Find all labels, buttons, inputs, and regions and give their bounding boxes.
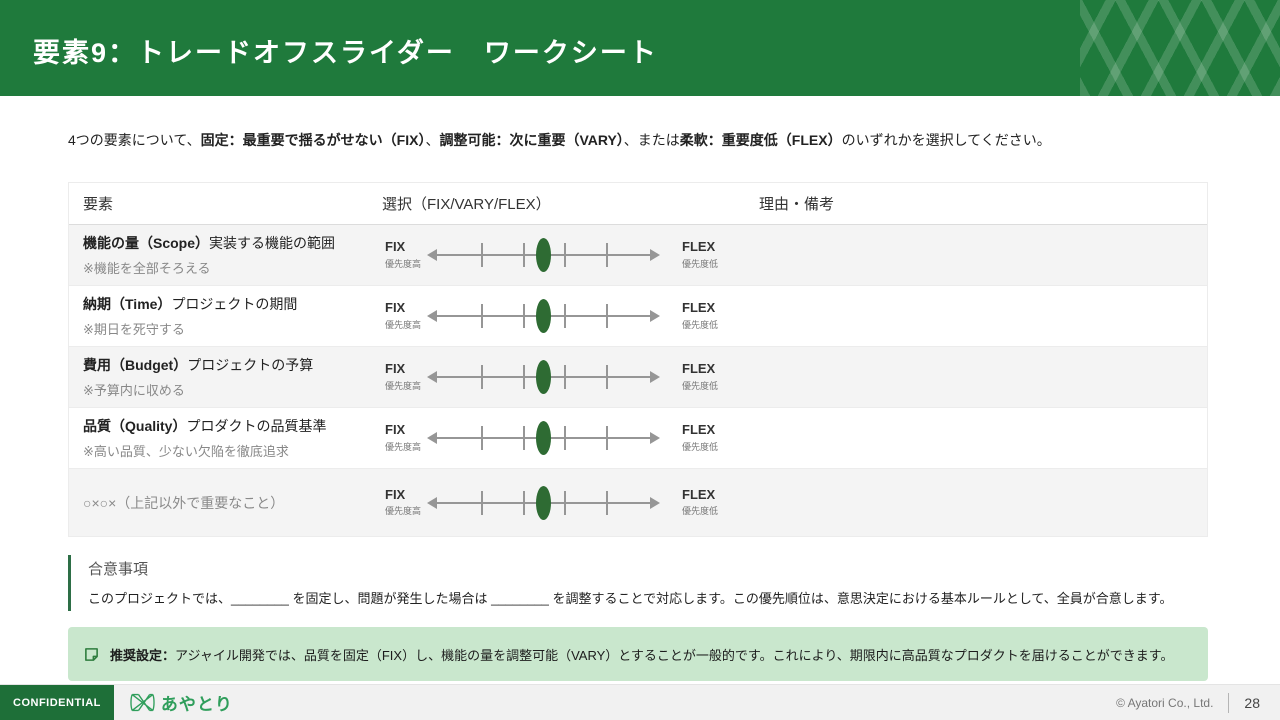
arrow-right-icon [650,432,660,444]
fix-label: FIX [385,300,406,316]
arrow-left-icon [427,496,437,509]
tradeoff-slider[interactable]: FIX 優先度高 FLEX 優先度低 [382,296,759,336]
slider-track[interactable] [427,418,660,458]
intro-sep1: 、 [425,132,440,148]
priority-low-label: 優先度低 [682,258,719,269]
arrow-left-icon [427,249,437,261]
priority-low-label: 優先度低 [682,380,719,391]
tradeoff-slider[interactable]: FIX 優先度高 FLEX 優先度低 [382,357,759,397]
arrow-left-icon [427,432,437,444]
flex-label: FLEX [682,422,716,438]
slider-knob[interactable] [535,360,551,394]
flex-label: FLEX [682,239,716,255]
fix-label: FIX [385,486,406,502]
page-number: 28 [1244,694,1260,711]
priority-high-label: 優先度高 [385,506,422,517]
flex-label: FLEX [682,300,716,316]
table-row-scope: 機能の量（Scope）実装する機能の範囲 ※機能を全部そろえる FIX 優先度高 … [69,225,1207,286]
slider-knob[interactable] [535,299,551,333]
row-title: 費用（Budget）プロジェクトの予算 [83,357,314,373]
agreement-section: 合意事項 このプロジェクトでは、________ を固定し、問題が発生した場合は… [68,555,1212,611]
recommendation-box: 推奨設定：アジャイル開発では、品質を固定（FIX）し、機能の量を調整可能（VAR… [68,627,1208,681]
arrow-right-icon [650,310,660,322]
arrow-left-icon [427,310,437,322]
tradeoff-slider[interactable]: FIX 優先度高 FLEX 優先度低 [382,418,759,458]
priority-high-label: 優先度高 [385,380,422,391]
notes-cell [759,286,1207,346]
fix-label: FIX [385,361,406,377]
table-row-other: ○×○×（上記以外で重要なこと） FIX 優先度高 FLEX 優先度低 [69,469,1207,537]
lattice-pattern-decoration [1080,0,1280,96]
confidential-badge: CONFIDENTIAL [0,684,114,720]
priority-high-label: 優先度高 [385,258,422,269]
intro-vary-term: 調整可能：次に重要（VARY） [439,132,624,148]
column-header-selection: 選択（FIX/VARY/FLEX） [382,196,551,213]
intro-text: 4つの要素について、固定：最重要で揺るがせない（FIX）、調整可能：次に重要（V… [68,130,1212,150]
slider-track[interactable] [427,235,660,275]
slider-knob[interactable] [535,485,551,520]
row-note: ※期日を死守する [83,322,185,337]
recommendation-text: 推奨設定：アジャイル開発では、品質を固定（FIX）し、機能の量を調整可能（VAR… [110,647,1174,663]
slide-footer: CONFIDENTIAL あやとり © Ayatori Co., Ltd. 28 [0,684,1280,720]
row-title: 品質（Quality）プロダクトの品質基準 [83,418,327,434]
fix-label: FIX [385,422,406,438]
tradeoff-slider[interactable]: FIX 優先度高 FLEX 優先度低 [382,483,759,523]
slide-header: 要素9：トレードオフスライダー ワークシート [0,0,1280,96]
row-note: ※高い品質、少ない欠陥を徹底追求 [83,444,289,459]
arrow-left-icon [427,371,437,383]
intro-suffix: のいずれかを選択してください。 [841,132,1051,148]
tradeoff-worksheet-table: 要素 選択（FIX/VARY/FLEX） 理由・備考 機能の量（Scope）実装… [68,182,1208,537]
slider-knob[interactable] [535,238,551,272]
notes-cell [759,225,1207,285]
slider-knob[interactable] [535,421,551,455]
flex-label: FLEX [682,361,716,377]
slider-track[interactable] [427,483,660,523]
footer-divider [1228,692,1230,713]
flex-label: FLEX [682,486,716,502]
row-title: ○×○×（上記以外で重要なこと） [83,494,285,511]
intro-fix-term: 固定：最重要で揺るがせない（FIX） [200,132,426,148]
fix-label: FIX [385,239,406,255]
intro-prefix: 4つの要素について、 [68,132,201,148]
notes-cell [759,347,1207,407]
table-row-quality: 品質（Quality）プロダクトの品質基準 ※高い品質、少ない欠陥を徹底追求 F… [69,408,1207,469]
table-row-budget: 費用（Budget）プロジェクトの予算 ※予算内に収める FIX 優先度高 FLE… [69,347,1207,408]
intro-flex-term: 柔軟：重要度低（FLEX） [679,132,842,148]
copyright-text: © Ayatori Co., Ltd. [1116,695,1214,710]
notes-cell [759,469,1207,536]
agreement-title: 合意事項 [88,561,149,578]
row-title: 機能の量（Scope）実装する機能の範囲 [83,235,336,251]
table-header-row: 要素 選択（FIX/VARY/FLEX） 理由・備考 [69,183,1207,225]
note-icon [84,647,99,662]
page-title: 要素9：トレードオフスライダー ワークシート [33,38,658,68]
tradeoff-slider[interactable]: FIX 優先度高 FLEX 優先度低 [382,235,759,275]
arrow-right-icon [650,371,660,383]
priority-low-label: 優先度低 [682,506,719,517]
slider-track[interactable] [427,296,660,336]
arrow-right-icon [650,496,660,509]
recommendation-label: 推奨設定： [110,647,176,663]
table-row-time: 納期（Time）プロジェクトの期間 ※期日を死守する FIX 優先度高 FLEX 優… [69,286,1207,347]
priority-high-label: 優先度高 [385,441,422,452]
ayatori-logo: あやとり [129,690,233,715]
agreement-text: このプロジェクトでは、________ を固定し、問題が発生した場合は ____… [88,591,1173,606]
priority-low-label: 優先度低 [682,319,719,330]
row-title: 納期（Time）プロジェクトの期間 [83,296,298,312]
row-note: ※予算内に収める [83,383,185,398]
cats-cradle-icon [130,693,155,712]
logo-text: あやとり [160,695,233,714]
column-header-notes: 理由・備考 [759,196,835,213]
column-header-element: 要素 [83,196,114,213]
notes-cell [759,408,1207,468]
slider-track[interactable] [427,357,660,397]
row-note: ※機能を全部そろえる [83,261,211,276]
priority-high-label: 優先度高 [385,319,422,330]
intro-sep2: 、または [623,132,680,148]
arrow-right-icon [650,249,660,261]
priority-low-label: 優先度低 [682,441,719,452]
